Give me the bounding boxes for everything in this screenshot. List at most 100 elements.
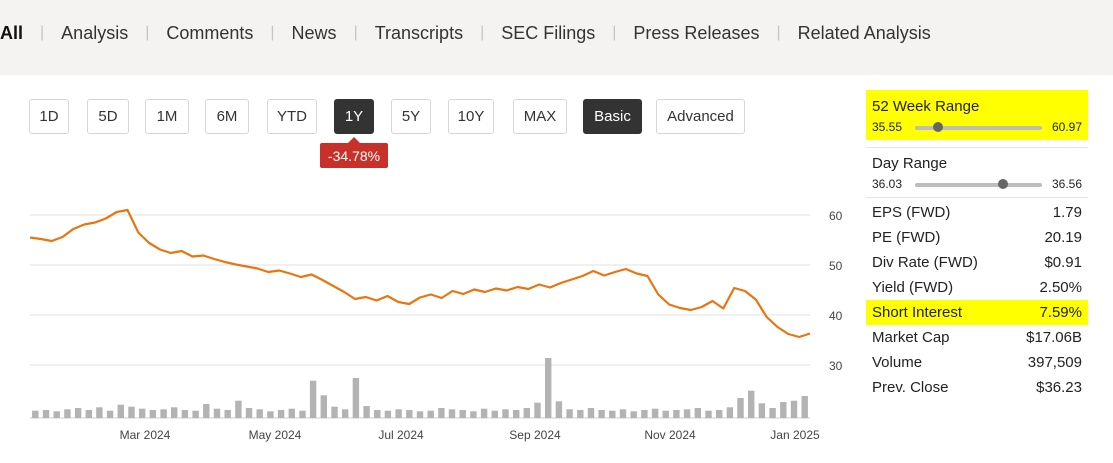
- day-range-low: 36.03: [872, 177, 903, 191]
- tab-separator: |: [480, 24, 485, 41]
- range-button-5y[interactable]: 5Y: [391, 99, 431, 134]
- volume-bar: [651, 408, 659, 418]
- volume-bar: [192, 410, 199, 418]
- volume-bar: [363, 406, 370, 418]
- volume-bar: [534, 402, 541, 418]
- volume-bar: [288, 408, 295, 418]
- stat-label: EPS (FWD): [872, 204, 951, 221]
- volume-bar: [673, 410, 680, 418]
- volume-bar: [609, 410, 616, 418]
- day-range-high: 36.56: [1051, 177, 1082, 191]
- volume-bar: [309, 380, 317, 418]
- volume-bar: [53, 411, 60, 418]
- volume-bar: [245, 408, 253, 418]
- volume-bar: [181, 410, 189, 418]
- volume-bar: [448, 409, 456, 418]
- volume-bar: [470, 411, 477, 418]
- basic-mode-button[interactable]: Basic: [583, 99, 642, 134]
- range-button-1y[interactable]: 1Y: [334, 99, 374, 134]
- volume-bar: [577, 410, 584, 418]
- volume-bar: [748, 390, 755, 418]
- volume-bar: [213, 408, 221, 418]
- range-button-1d[interactable]: 1D: [29, 99, 69, 134]
- stat-label: Volume: [872, 354, 923, 371]
- range-button-6m[interactable]: 6M: [205, 99, 249, 134]
- stat-label: Prev. Close: [872, 379, 949, 396]
- volume-bar: [416, 411, 424, 418]
- volume-bar: [513, 410, 520, 418]
- range-button-5d[interactable]: 5D: [87, 99, 129, 134]
- range-button-ytd[interactable]: YTD: [267, 99, 317, 134]
- volume-bar: [438, 408, 445, 418]
- volume-bar: [502, 409, 509, 418]
- price-chart[interactable]: 30 40 50 60 Mar 2024 May 2024 Jul 2024 Sep 202…: [0, 180, 860, 463]
- volume-bar: [171, 407, 178, 418]
- week52-marker: [932, 122, 943, 132]
- volume-bar: [555, 401, 563, 418]
- tab-separator: |: [353, 24, 358, 41]
- tab-all[interactable]: All: [0, 22, 24, 43]
- tab-separator: |: [270, 24, 275, 41]
- stat-row-eps-fwd: EPS (FWD) 1.79: [866, 200, 1088, 225]
- tab-press-releases[interactable]: Press Releases: [633, 22, 760, 43]
- x-tick-label: Jan 2025: [770, 428, 820, 442]
- volume-bar: [545, 358, 552, 418]
- stat-value: 20.19: [1044, 229, 1082, 246]
- stat-row-volume: Volume 397,509: [866, 350, 1088, 375]
- stat-value: $36.23: [1036, 379, 1082, 396]
- tab-related-analysis[interactable]: Related Analysis: [797, 22, 931, 43]
- volume-bar: [662, 410, 669, 418]
- volume-bar: [758, 403, 766, 418]
- volume-bar: [801, 396, 808, 418]
- page-tabs-bar: All | Analysis | Comments | News | Transcripts | S…: [0, 0, 1113, 75]
- volume-bar: [160, 409, 167, 418]
- volume-bar: [769, 408, 776, 418]
- range-button-1m[interactable]: 1M: [145, 99, 189, 134]
- week52-high: 60.97: [1051, 120, 1082, 134]
- volume-bar: [32, 410, 39, 418]
- day-range-track: [915, 183, 1042, 187]
- volume-bar: [587, 408, 595, 418]
- volume-bar: [395, 409, 402, 418]
- volume-bar: [683, 409, 691, 418]
- stat-label: Yield (FWD): [872, 279, 954, 296]
- volume-bar: [96, 407, 103, 418]
- volume-bar: [566, 409, 573, 418]
- range-button-max[interactable]: MAX: [513, 99, 567, 134]
- tab-separator: |: [776, 24, 781, 41]
- volume-bar: [427, 410, 434, 418]
- volume-bar: [139, 408, 146, 418]
- x-tick-label: Jul 2024: [378, 428, 424, 442]
- tab-news[interactable]: News: [291, 22, 337, 43]
- volume-bar: [630, 411, 637, 418]
- week52-low: 35.55: [872, 120, 903, 134]
- volume-bar: [480, 408, 488, 418]
- y-tick-label: 60: [829, 209, 843, 223]
- week52-label: 52 Week Range: [872, 98, 980, 115]
- volume-bar: [42, 410, 50, 418]
- volume-bar: [716, 410, 723, 418]
- volume-bar: [342, 409, 349, 418]
- stat-value: 2.50%: [1039, 279, 1082, 296]
- advanced-mode-button[interactable]: Advanced: [656, 99, 745, 134]
- tab-sec-filings[interactable]: SEC Filings: [501, 22, 596, 43]
- x-tick-label: Sep 2024: [509, 428, 561, 442]
- stat-row-short-interest: Short Interest 7.59%: [866, 300, 1088, 325]
- volume-bar: [352, 378, 360, 418]
- stats-divider: [866, 147, 1088, 148]
- tab-separator: |: [145, 24, 150, 41]
- tab-transcripts[interactable]: Transcripts: [374, 22, 464, 43]
- stat-row-pe-fwd: PE (FWD) 20.19: [866, 225, 1088, 250]
- stat-value: $17.06B: [1026, 329, 1082, 346]
- day-range: Day Range 36.03 36.56: [866, 147, 1088, 197]
- volume-bar: [235, 400, 242, 418]
- range-button-10y[interactable]: 10Y: [448, 99, 494, 134]
- volume-bar: [726, 407, 734, 418]
- volume-bar: [149, 410, 157, 418]
- tab-comments[interactable]: Comments: [166, 22, 254, 43]
- stat-label: PE (FWD): [872, 229, 941, 246]
- week52-track: [915, 126, 1042, 130]
- tab-analysis[interactable]: Analysis: [61, 22, 129, 43]
- stat-row-yield-fwd: Yield (FWD) 2.50%: [866, 275, 1088, 300]
- volume-bar: [780, 402, 787, 418]
